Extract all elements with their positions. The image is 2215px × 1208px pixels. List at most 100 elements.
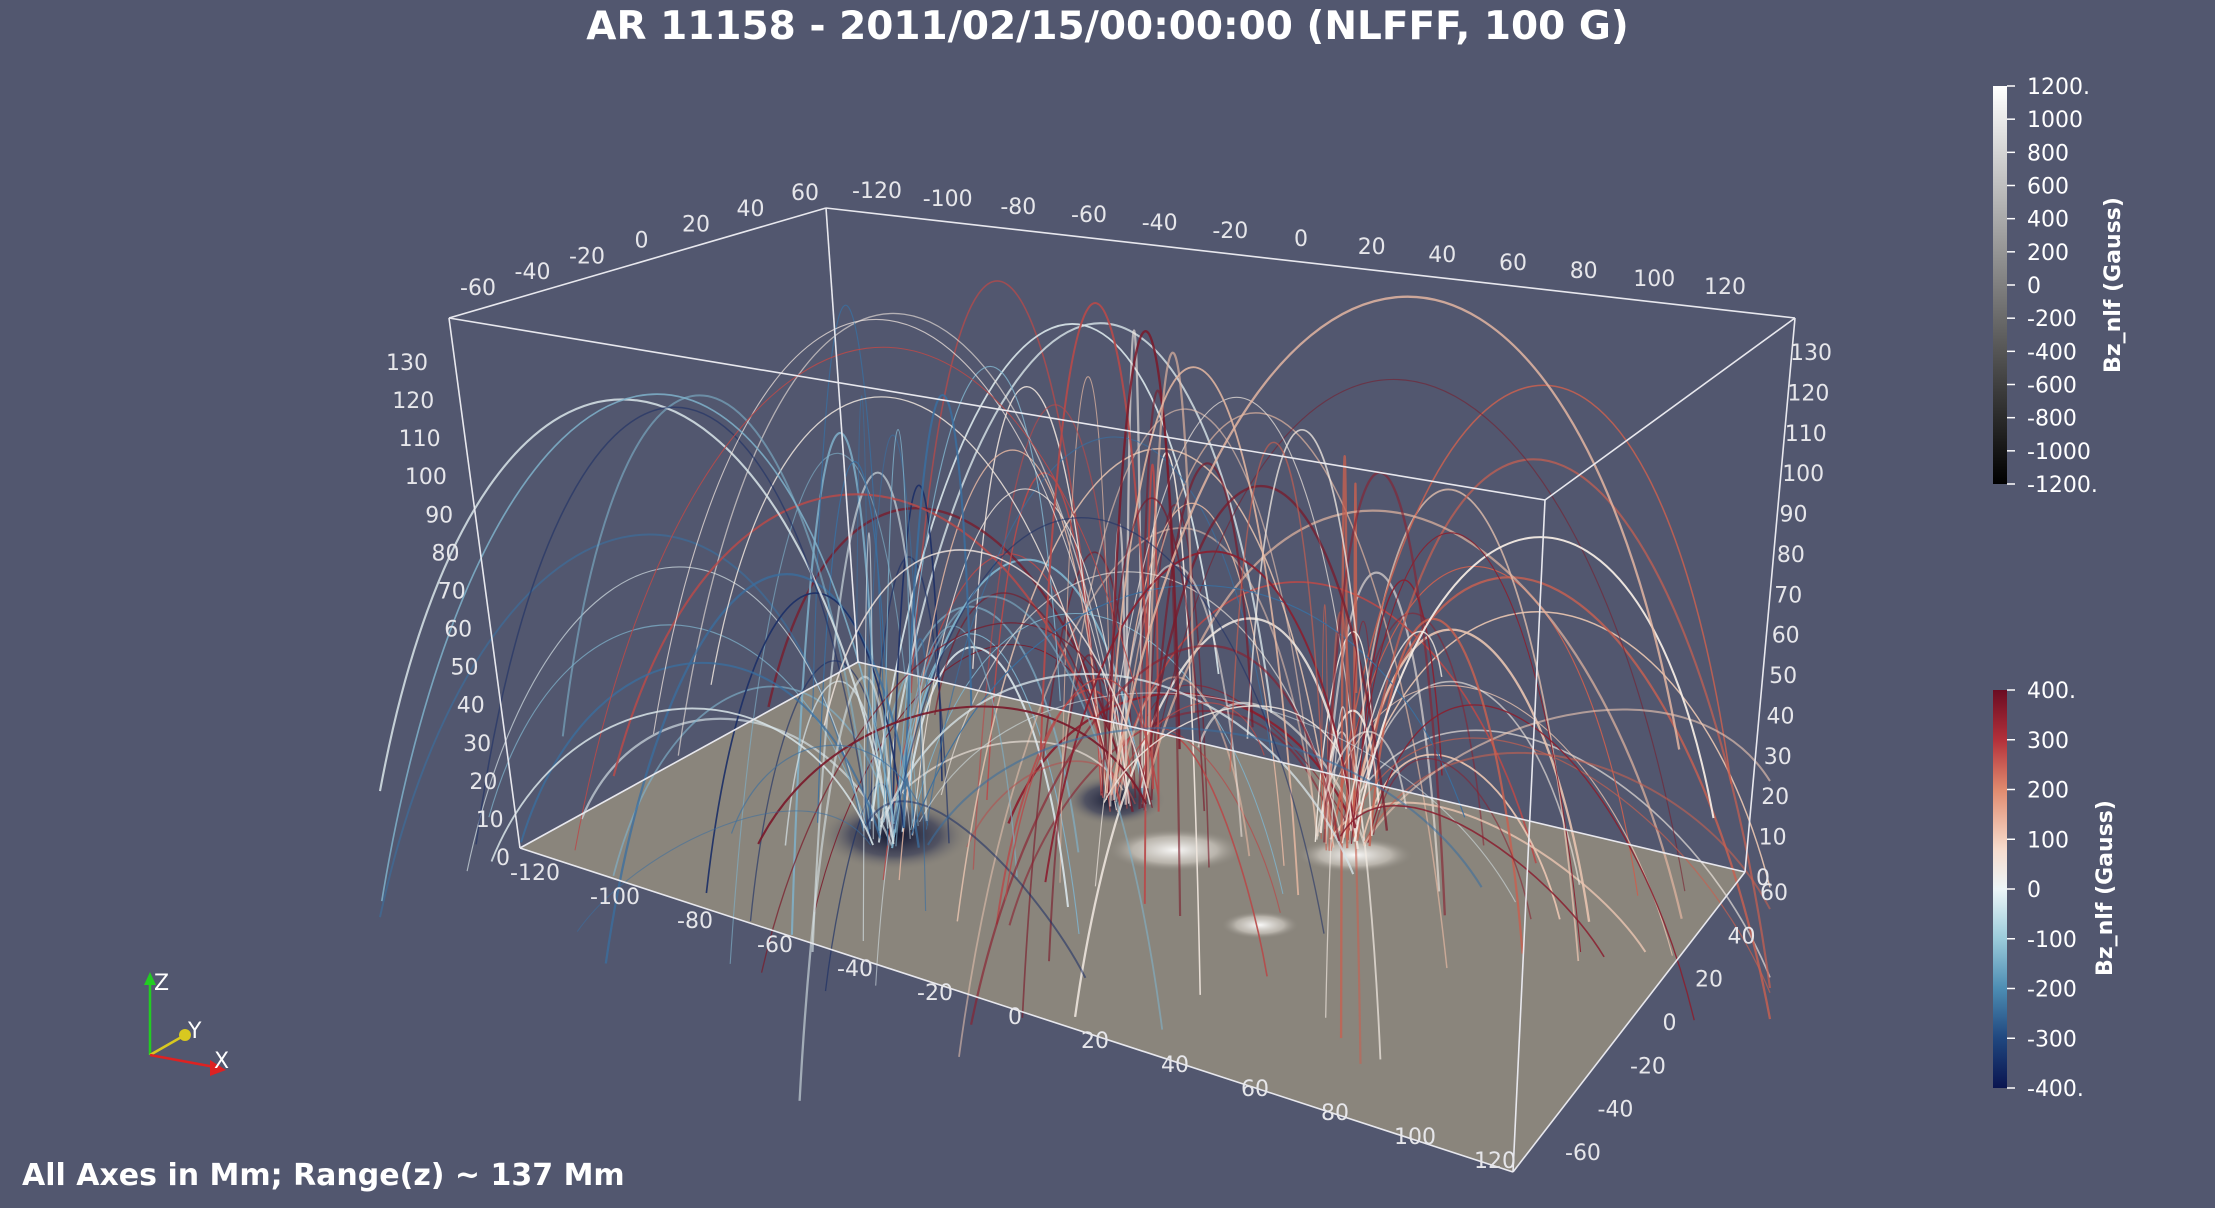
- field-line: [1332, 384, 1732, 838]
- field-line: [956, 447, 1335, 922]
- colorbar-label: -100: [2027, 928, 2077, 953]
- field-line: [817, 461, 894, 837]
- positive-polarity-patch: [1295, 837, 1415, 873]
- field-line: [1055, 408, 1318, 837]
- x-tick-label: -40: [837, 957, 873, 982]
- field-line: [877, 322, 1273, 843]
- field-line: [1059, 376, 1113, 883]
- orientation-x-label: X: [214, 1049, 229, 1074]
- field-line: [1339, 804, 1605, 958]
- x-tick-label: 120: [1474, 1149, 1516, 1174]
- field-lines: [378, 280, 1772, 1101]
- x-tick-label: 40: [1428, 243, 1456, 268]
- x-tick-label: -120: [510, 861, 560, 886]
- orientation-y-label: Y: [187, 1019, 202, 1044]
- x-tick-label: 40: [1161, 1053, 1189, 1078]
- y-tick-label: 40: [1728, 924, 1756, 949]
- positive-polarity-patch: [1220, 911, 1300, 939]
- colorbar-label: 0: [2027, 274, 2041, 299]
- field-line: [612, 493, 1122, 806]
- x-tick-label: -100: [590, 885, 640, 910]
- field-line: [883, 429, 913, 826]
- field-line: [1115, 412, 1448, 969]
- positive-polarity-patch: [1105, 828, 1245, 872]
- field-line: [1353, 536, 1715, 842]
- colorbar-photosphere: 1200. 1000 800 600 400 200 0 -200 -400 -600 -800 -1…: [1993, 75, 2126, 498]
- z-tick-label: 80: [432, 541, 460, 566]
- x-tick-label: 80: [1321, 1101, 1349, 1126]
- field-line: [969, 644, 1341, 1025]
- x-axis-top-ticks: -120 -100 -80 -60 -40 -20 0 20 40 60 80 100 120: [852, 179, 1746, 300]
- z-tick-label: 60: [444, 618, 472, 643]
- orientation-z-label: Z: [154, 971, 169, 996]
- colorbar-label: 800: [2027, 141, 2069, 166]
- z-tick-label: 30: [463, 732, 491, 757]
- orientation-axes: Z Y X: [144, 971, 229, 1076]
- field-line: [1356, 458, 1772, 989]
- y-tick-label: 60: [791, 181, 819, 206]
- z-tick-label: 110: [399, 427, 441, 452]
- x-tick-label: -40: [1142, 211, 1178, 236]
- y-tick-label: -20: [569, 244, 605, 269]
- colorbar-label: 600: [2027, 175, 2069, 200]
- field-line: [379, 533, 865, 918]
- colorbar-photosphere-bar: [1993, 86, 2007, 484]
- field-line: [925, 436, 1273, 830]
- field-line: [604, 573, 920, 964]
- field-line: [1115, 702, 1265, 793]
- colorbar-label: 300: [2027, 729, 2069, 754]
- z-axis-left-ticks: 0 10 20 30 40 50 60 70 80 90 100 110 120 130: [386, 351, 510, 871]
- field-line: [730, 744, 929, 834]
- field-line: [1363, 751, 1771, 910]
- field-line: [475, 406, 872, 845]
- colorbar-label: 200: [2027, 241, 2069, 266]
- field-line: [1362, 753, 1561, 920]
- field-line: [903, 393, 973, 828]
- field-line: [490, 707, 874, 862]
- colorbar-photosphere-title: Bz_nlf (Gauss): [2101, 197, 2126, 373]
- x-tick-label: -80: [677, 909, 713, 934]
- z-tick-label: 120: [392, 389, 434, 414]
- x-tick-label: -100: [923, 187, 973, 212]
- x-tick-label: 20: [1358, 235, 1386, 260]
- field-line: [1103, 705, 1342, 803]
- field-line: [891, 484, 943, 829]
- colorbar-label: 100: [2027, 828, 2069, 853]
- field-line: [812, 304, 889, 846]
- field-line: [893, 517, 1325, 934]
- field-line: [1073, 617, 1359, 1018]
- field-line: [1139, 733, 1268, 977]
- z-tick-label: 80: [1777, 543, 1805, 568]
- field-line: [1318, 685, 1673, 956]
- z-tick-label: 130: [1790, 341, 1832, 366]
- x-tick-label: 100: [1633, 267, 1675, 292]
- colorbar-label: 400: [2027, 208, 2069, 233]
- y-tick-label: 40: [737, 197, 765, 222]
- z-tick-label: 40: [457, 694, 485, 719]
- z-tick-label: 70: [1774, 583, 1802, 608]
- field-line: [910, 613, 1284, 895]
- colorbar-label: 400.: [2027, 679, 2076, 704]
- x-arrow-icon: [210, 1060, 226, 1076]
- z-tick-label: 0: [1756, 866, 1770, 891]
- field-line: [705, 592, 905, 894]
- field-line: [1345, 737, 1771, 994]
- y-tick-label: 60: [1760, 881, 1788, 906]
- z-tick-label: 130: [386, 351, 428, 376]
- colorbar-label: -200: [2027, 307, 2077, 332]
- field-line: [1141, 509, 1683, 919]
- field-line: [918, 692, 1517, 903]
- field-line: [1315, 730, 1408, 840]
- z-tick-label: 30: [1764, 745, 1792, 770]
- field-line: [1094, 396, 1364, 887]
- colorbar-fieldlines-title: Bz_nlf (Gauss): [2093, 800, 2118, 976]
- field-line: [910, 584, 1466, 835]
- colorbar-label: -300: [2027, 1027, 2077, 1052]
- x-tick-label: -60: [757, 933, 793, 958]
- field-line: [1246, 429, 1373, 836]
- x-tick-label: -20: [917, 981, 953, 1006]
- field-line: [1008, 710, 1343, 926]
- x-tick-label: 80: [1570, 259, 1598, 284]
- y-tick-label: -40: [1598, 1098, 1634, 1123]
